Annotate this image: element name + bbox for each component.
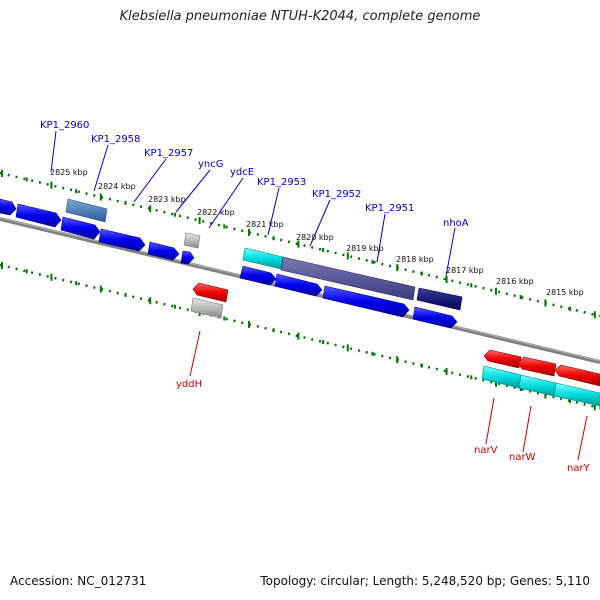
tick-label: 2817 kbp: [446, 266, 484, 275]
gene-track-upper-row1: [65, 198, 463, 311]
gene-arrow[interactable]: [180, 250, 195, 265]
gene-arrow[interactable]: [322, 285, 410, 318]
gene-yddH-arrow[interactable]: [192, 282, 229, 303]
gene-label-yncG[interactable]: yncG: [198, 159, 224, 170]
gene-KP1_2958-block[interactable]: [65, 198, 108, 223]
upper-leader-lines: [50, 130, 456, 277]
gene-narY-block[interactable]: [553, 382, 600, 407]
gene-label-KP1_2958[interactable]: KP1_2958: [91, 134, 140, 145]
gene-arrow[interactable]: [98, 228, 146, 252]
accession-text: Accession: NC_012731: [10, 574, 147, 588]
gene-arrow[interactable]: [60, 216, 101, 240]
gene-label-KP1_2951[interactable]: KP1_2951: [365, 203, 414, 214]
gene-label-nhoA[interactable]: nhoA: [443, 218, 469, 229]
tick-label: 2819 kbp: [346, 244, 384, 253]
gene-narV-arrow[interactable]: [483, 349, 522, 369]
gene-track-upper-row2: [0, 198, 458, 329]
gene-label-yddH[interactable]: yddH: [176, 379, 202, 390]
lower-leader-lines: [189, 330, 588, 461]
upper-scale-dots: [0, 171, 600, 318]
gene-narY-arrow[interactable]: [554, 364, 600, 387]
tick-label: 2820 kbp: [296, 233, 334, 242]
gene-arrow[interactable]: [0, 198, 17, 216]
gene-arrow[interactable]: [15, 203, 62, 228]
gene-label-narV[interactable]: narV: [474, 445, 498, 456]
gene-label-KP1_2960[interactable]: KP1_2960: [40, 120, 89, 131]
gene-label-narY[interactable]: narY: [567, 463, 591, 474]
gene-arrow[interactable]: [147, 241, 180, 261]
tick-label: 2818 kbp: [396, 255, 434, 264]
gene-ydcE-block[interactable]: [183, 232, 201, 249]
gene-label-ydcE[interactable]: ydcE: [230, 167, 254, 178]
gene-label-narW[interactable]: narW: [509, 452, 536, 463]
tick-label: 2816 kbp: [496, 277, 534, 286]
gene-arrow[interactable]: [412, 306, 458, 329]
tick-label: 2815 kbp: [546, 288, 584, 297]
gene-narV-block[interactable]: [481, 365, 522, 389]
gene-nhoA-block[interactable]: [416, 287, 463, 311]
gene-label-KP1_2952[interactable]: KP1_2952: [312, 189, 361, 200]
tick-label: 2821 kbp: [246, 220, 284, 229]
gene-yddH-block[interactable]: [190, 297, 224, 319]
tick-label: 2823 kbp: [148, 195, 186, 204]
lower-scale-ticks: [1, 261, 596, 411]
gene-arrow[interactable]: [239, 265, 277, 286]
tick-label: 2825 kbp: [50, 168, 88, 177]
gene-label-KP1_2957[interactable]: KP1_2957: [144, 148, 193, 159]
gene-KP1_2953-block[interactable]: [242, 247, 284, 270]
gene-KP1_2952-block[interactable]: [280, 256, 416, 301]
gene-arrow[interactable]: [274, 273, 323, 297]
upper-scale-ticks: [1, 169, 596, 319]
gene-track-lower: [190, 282, 600, 407]
gene-label-KP1_2953[interactable]: KP1_2953: [257, 177, 306, 188]
tick-label: 2822 kbp: [197, 208, 235, 217]
gene-narW-arrow[interactable]: [517, 356, 557, 377]
genome-summary-text: Topology: circular; Length: 5,248,520 bp…: [260, 574, 590, 588]
tick-label: 2824 kbp: [98, 182, 136, 191]
page-title: Klebsiella pneumoniae NTUH-K2044, comple…: [119, 9, 481, 24]
